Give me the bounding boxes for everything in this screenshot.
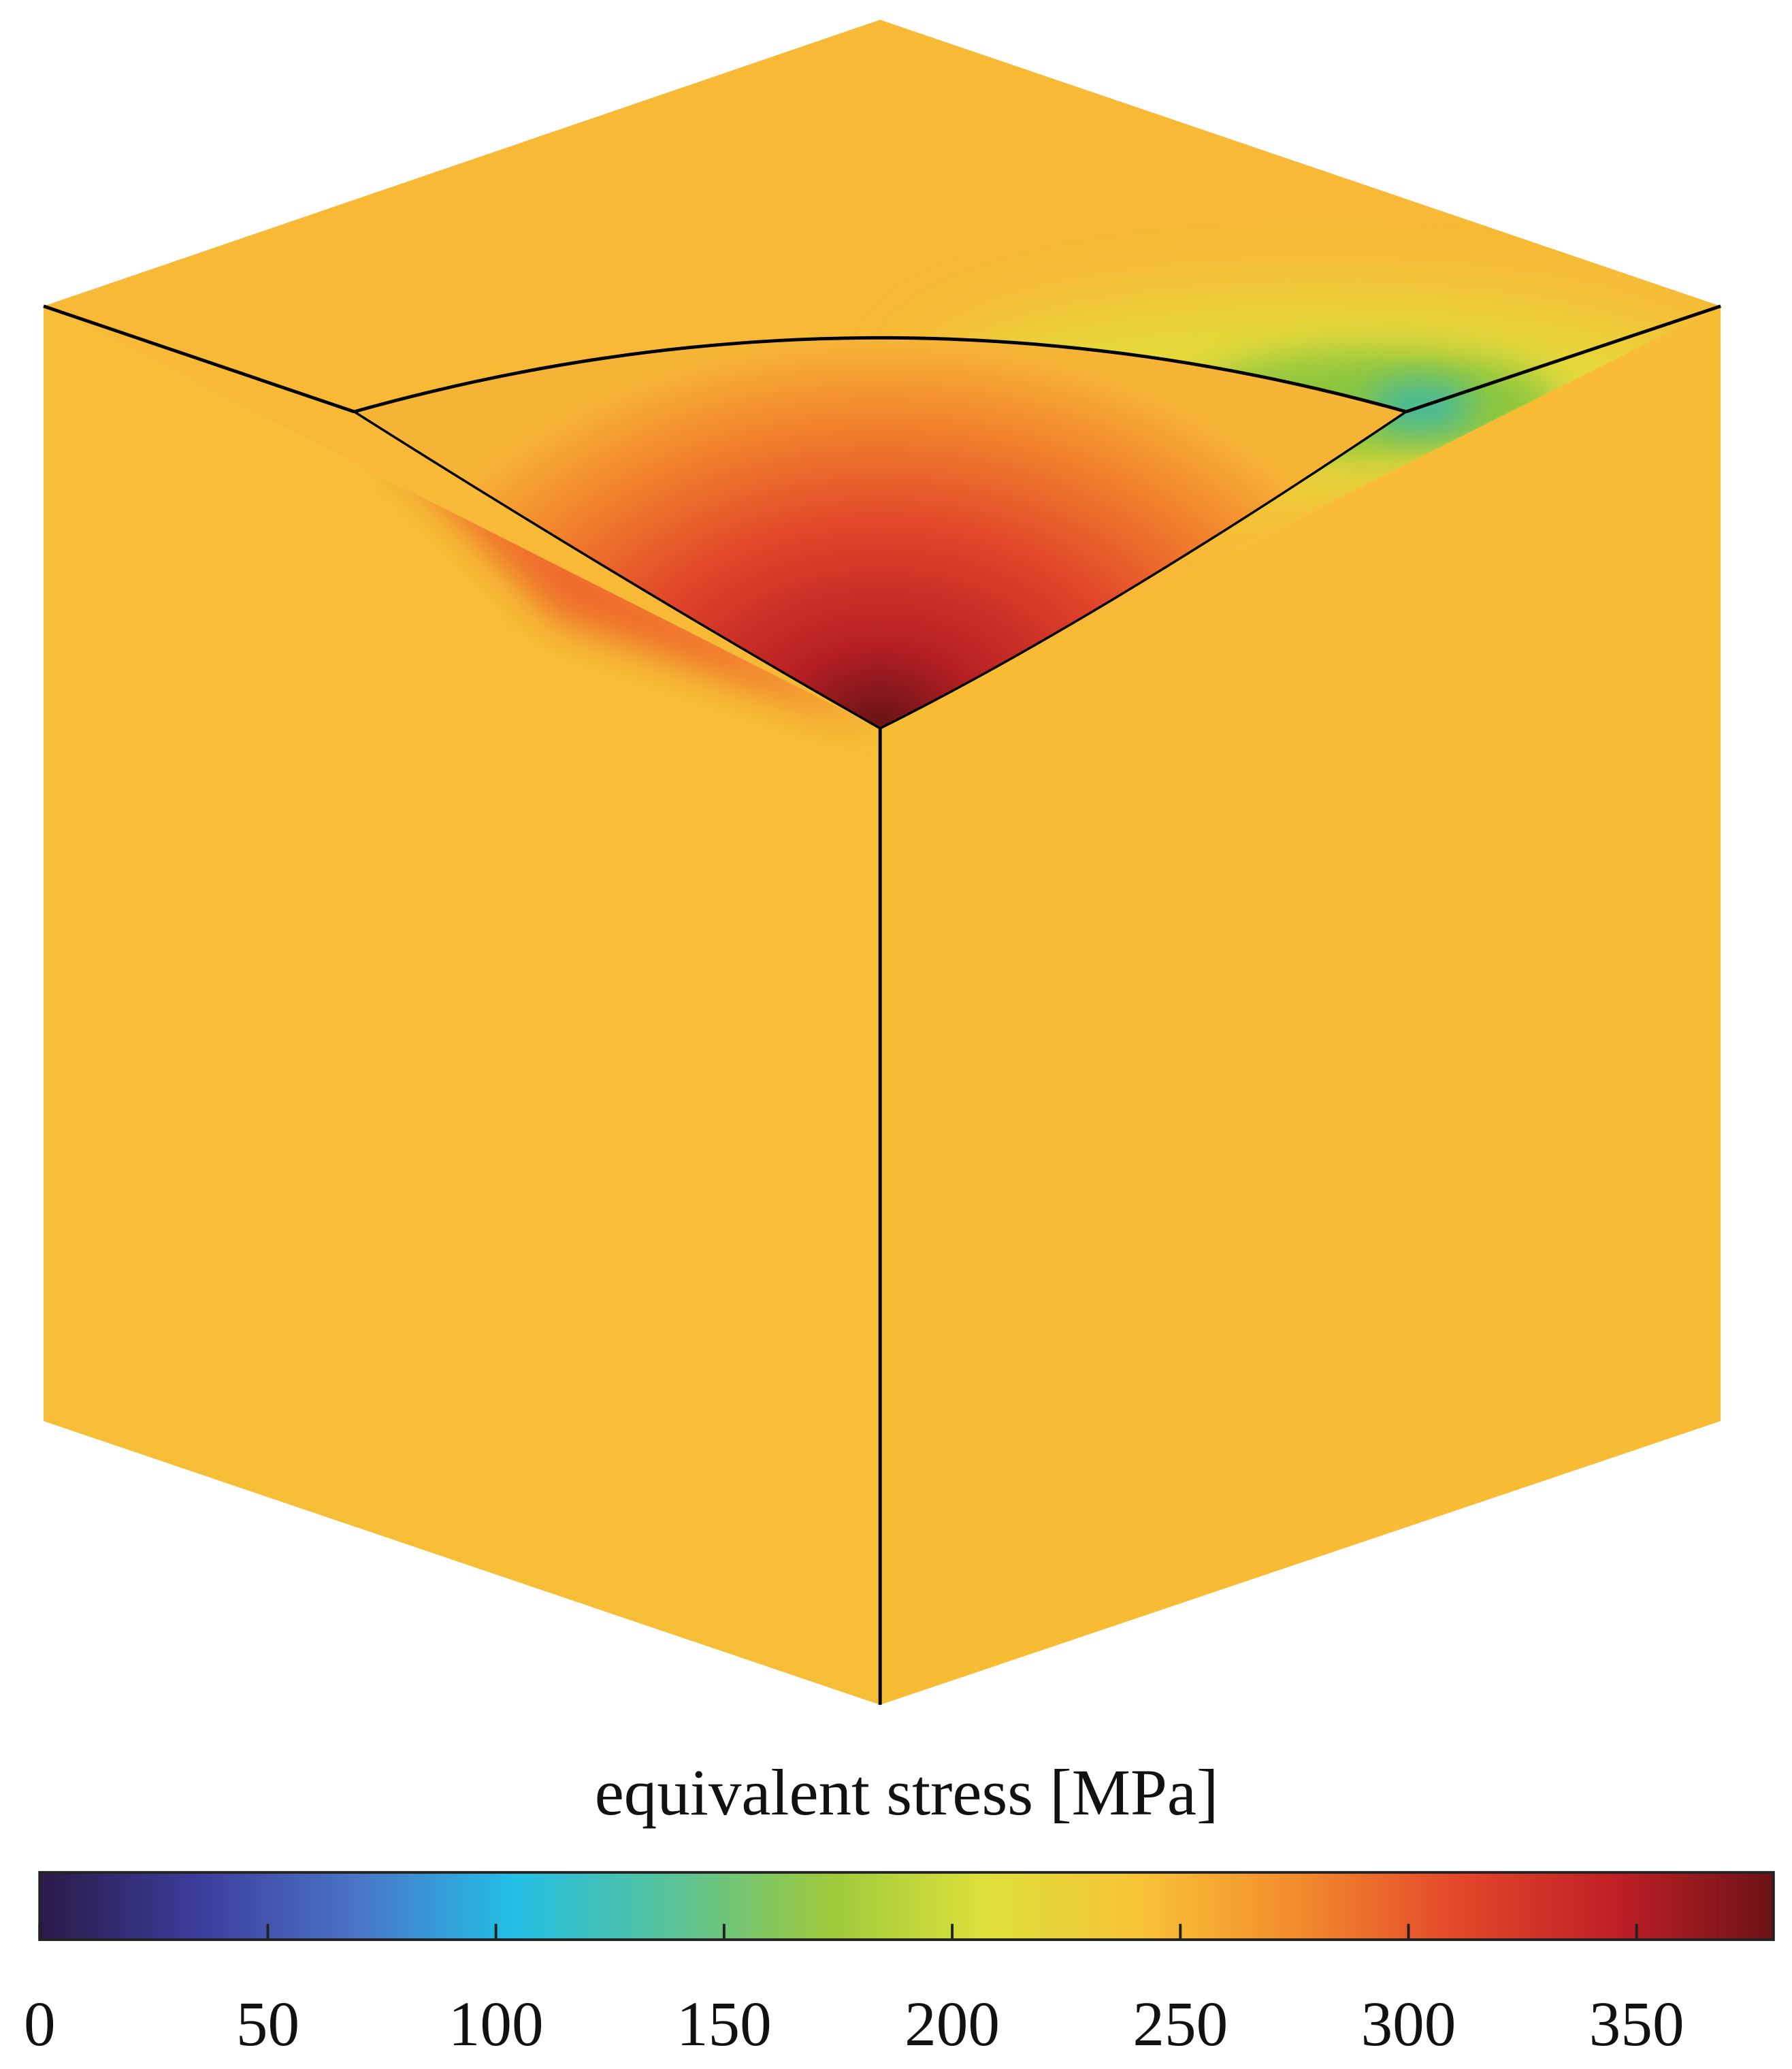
edges (43, 304, 1721, 1705)
colorbar-tick-label: 200 (905, 1989, 1000, 2059)
colorbar-bar (38, 1871, 1775, 1941)
right-face (880, 306, 1721, 1705)
colorbar-tick-label: 300 (1361, 1989, 1456, 2059)
hot-region (354, 338, 1407, 729)
edge (43, 304, 355, 414)
colorbar: 0 50 100 150 200 250 300 350 (24, 1871, 1775, 2059)
cube (43, 20, 1721, 1705)
colorbar-tick-label: 50 (236, 1989, 299, 2059)
colorbar-tick-label: 350 (1589, 1989, 1684, 2059)
edge (353, 336, 1407, 414)
colorbar-tick-label: 0 (24, 1989, 56, 2059)
colorbar-tick-label: 250 (1133, 1989, 1228, 2059)
colorbar-label: equivalent stress [MPa] (595, 1756, 1219, 1829)
edge (1405, 304, 1721, 414)
edge (353, 410, 1407, 730)
colorbar-tick-label: 150 (677, 1989, 772, 2059)
colorbar-tick-label: 100 (449, 1989, 544, 2059)
